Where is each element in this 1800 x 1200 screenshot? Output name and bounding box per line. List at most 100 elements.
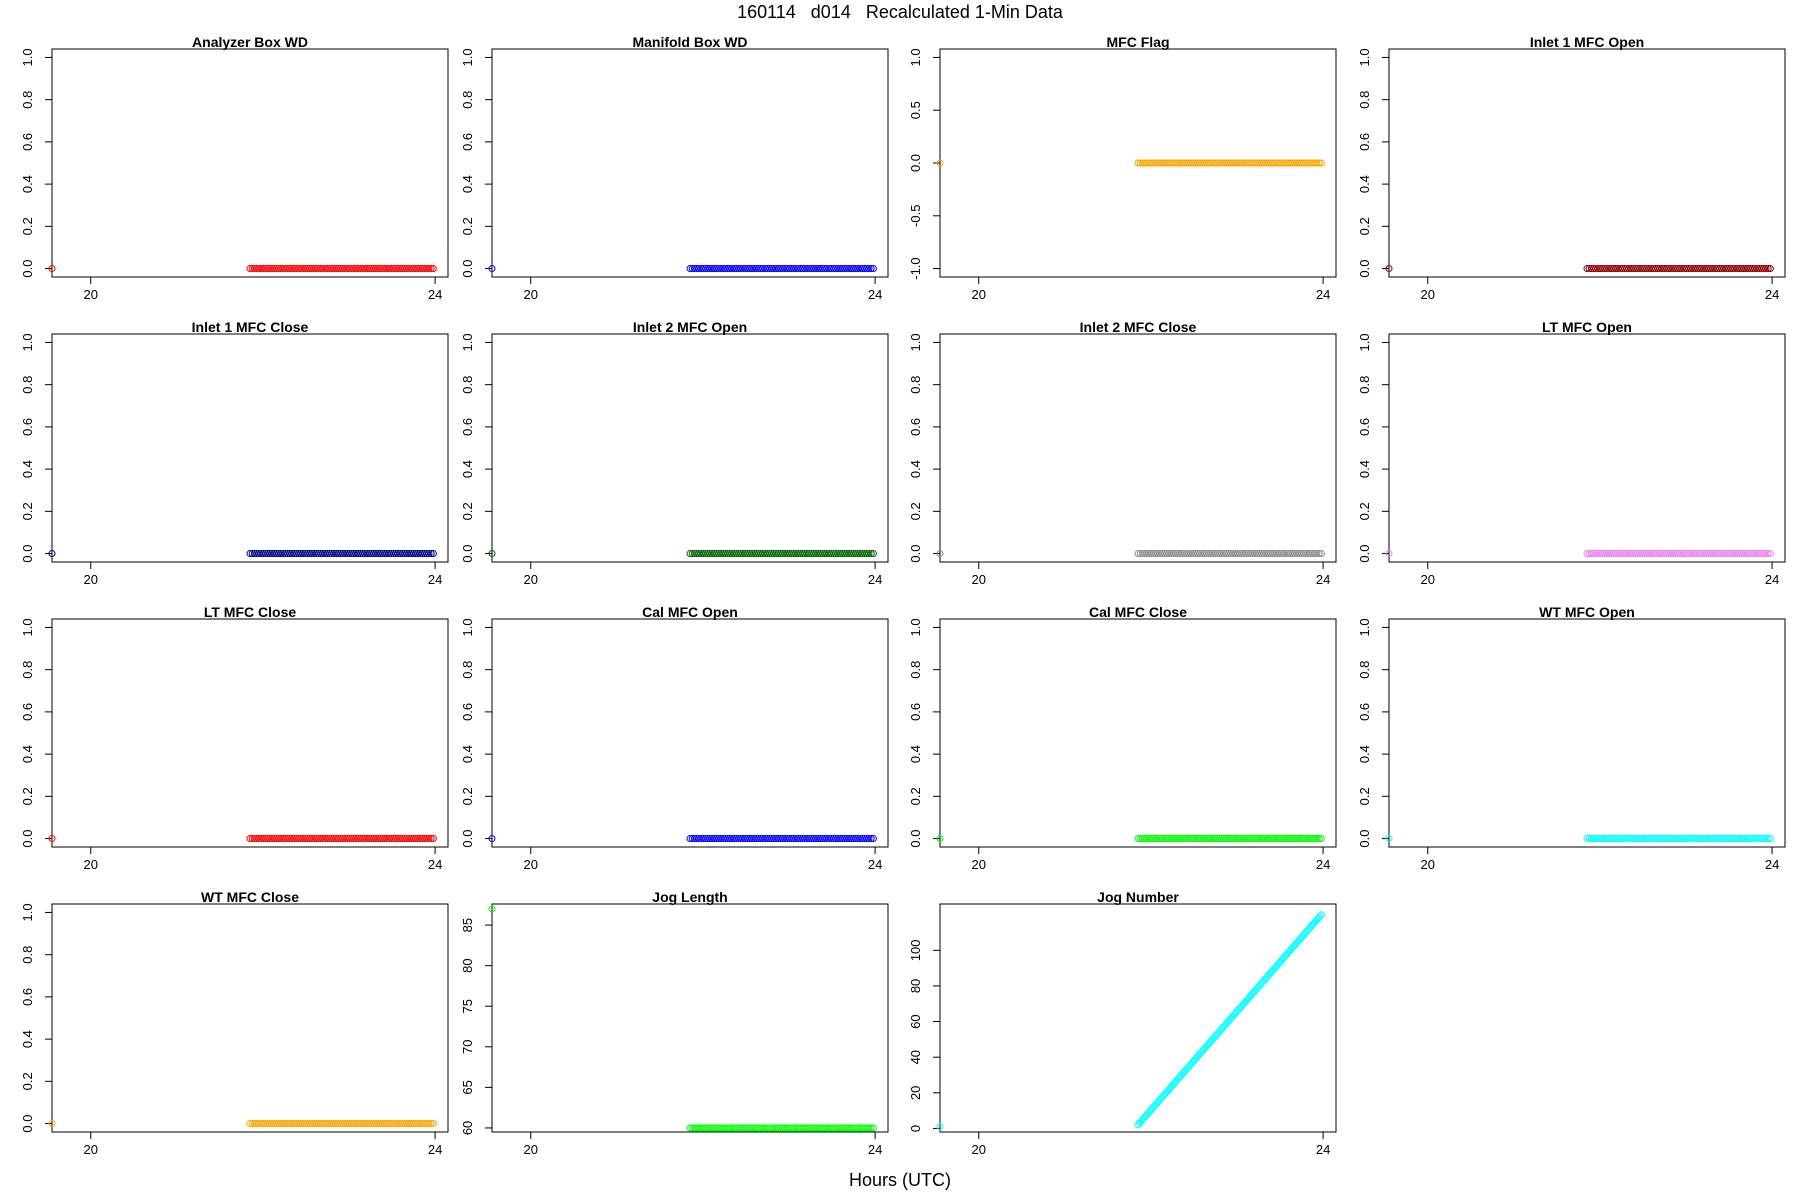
data-point <box>275 265 283 273</box>
data-point <box>841 265 849 273</box>
y-tick-label: 0.6 <box>20 703 35 721</box>
data-point <box>425 1120 433 1128</box>
data-point <box>1760 550 1768 558</box>
data-point <box>292 1120 300 1128</box>
data-point <box>1636 835 1644 843</box>
data-point <box>785 835 793 843</box>
data-point <box>1603 550 1611 558</box>
data-point <box>306 550 314 558</box>
data-point <box>381 550 389 558</box>
plot-frame <box>51 48 449 278</box>
panel-13: WT MFC Close 0.0 0.2 0.4 0.6 0.8 1.0 20 24 <box>20 889 449 1157</box>
data-point <box>1629 550 1637 558</box>
data-point <box>1229 835 1237 843</box>
data-point <box>746 835 754 843</box>
data-point <box>290 835 298 843</box>
data-point <box>1687 265 1695 273</box>
figure-title: 160114 d014 Recalculated 1-Min Data <box>737 2 1063 22</box>
data-point <box>808 835 816 843</box>
x-tick-label: 20 <box>1421 572 1435 587</box>
y-tick-label: 0.4 <box>1357 175 1372 193</box>
y-tick-label: 70 <box>460 1040 475 1054</box>
data-point <box>1621 265 1629 273</box>
data-point <box>774 1124 782 1132</box>
data-point <box>688 550 696 558</box>
data-point <box>370 835 378 843</box>
data-point <box>1689 835 1697 843</box>
data-point <box>253 835 261 843</box>
data-point <box>1176 550 1184 558</box>
data-point <box>292 265 300 273</box>
y-tick-label: 60 <box>908 1014 923 1028</box>
data-point <box>1185 835 1193 843</box>
panel-12: WT MFC Open 0.0 0.2 0.4 0.6 0.8 1.0 20 24 <box>1357 604 1786 872</box>
data-point <box>425 550 433 558</box>
data-point <box>735 265 743 273</box>
data-point <box>1764 550 1772 558</box>
data-point <box>306 1120 314 1128</box>
data-point <box>768 1124 776 1132</box>
data-point <box>292 550 300 558</box>
data-point <box>823 835 831 843</box>
data-point <box>836 265 844 273</box>
data-point <box>1304 550 1312 558</box>
data-point <box>695 835 703 843</box>
data-point <box>768 835 776 843</box>
plot-frame <box>51 333 449 563</box>
data-point <box>1598 550 1606 558</box>
data-point <box>715 550 723 558</box>
data-point <box>308 1120 316 1128</box>
data-point <box>852 550 860 558</box>
y-tick-label: 60 <box>460 1121 475 1135</box>
plot-frame <box>491 903 889 1133</box>
data-point <box>1698 265 1706 273</box>
data-point <box>1258 550 1266 558</box>
data-point <box>1665 550 1673 558</box>
data-point <box>314 265 322 273</box>
data-point <box>365 835 373 843</box>
data-point <box>1682 550 1690 558</box>
data-point <box>1302 835 1310 843</box>
y-tick-label: 0.4 <box>20 175 35 193</box>
data-point <box>1242 835 1250 843</box>
data-point <box>488 905 496 913</box>
data-point <box>365 550 373 558</box>
data-point <box>1585 265 1593 273</box>
data-point <box>1300 159 1308 167</box>
data-point <box>266 1120 274 1128</box>
data-point <box>248 835 256 843</box>
data-run <box>246 265 437 273</box>
data-point <box>1293 550 1301 558</box>
data-point <box>1660 835 1668 843</box>
panel-title: LT MFC Close <box>204 604 297 620</box>
data-point <box>392 265 400 273</box>
data-point <box>1247 159 1255 167</box>
data-point <box>792 265 800 273</box>
data-point <box>750 1124 758 1132</box>
data-point <box>297 265 305 273</box>
data-point <box>356 550 364 558</box>
data-point <box>372 835 380 843</box>
data-point <box>750 550 758 558</box>
data-point <box>843 1124 851 1132</box>
data-point <box>1163 835 1171 843</box>
y-tick-label: 1.0 <box>460 618 475 636</box>
data-point <box>1689 550 1697 558</box>
data-point <box>796 1124 804 1132</box>
data-point <box>1238 550 1246 558</box>
y-tick-label: 0.2 <box>20 1072 35 1090</box>
data-point <box>421 265 429 273</box>
data-point <box>352 1120 360 1128</box>
data-point <box>728 550 736 558</box>
data-point <box>834 550 842 558</box>
data-point <box>1211 550 1219 558</box>
data-point <box>759 835 767 843</box>
data-point <box>810 550 818 558</box>
data-point <box>301 1120 309 1128</box>
data-point <box>270 1120 278 1128</box>
data-point <box>1738 265 1746 273</box>
data-point <box>801 550 809 558</box>
data-point <box>1716 550 1724 558</box>
data-point <box>697 835 705 843</box>
data-point <box>326 265 334 273</box>
